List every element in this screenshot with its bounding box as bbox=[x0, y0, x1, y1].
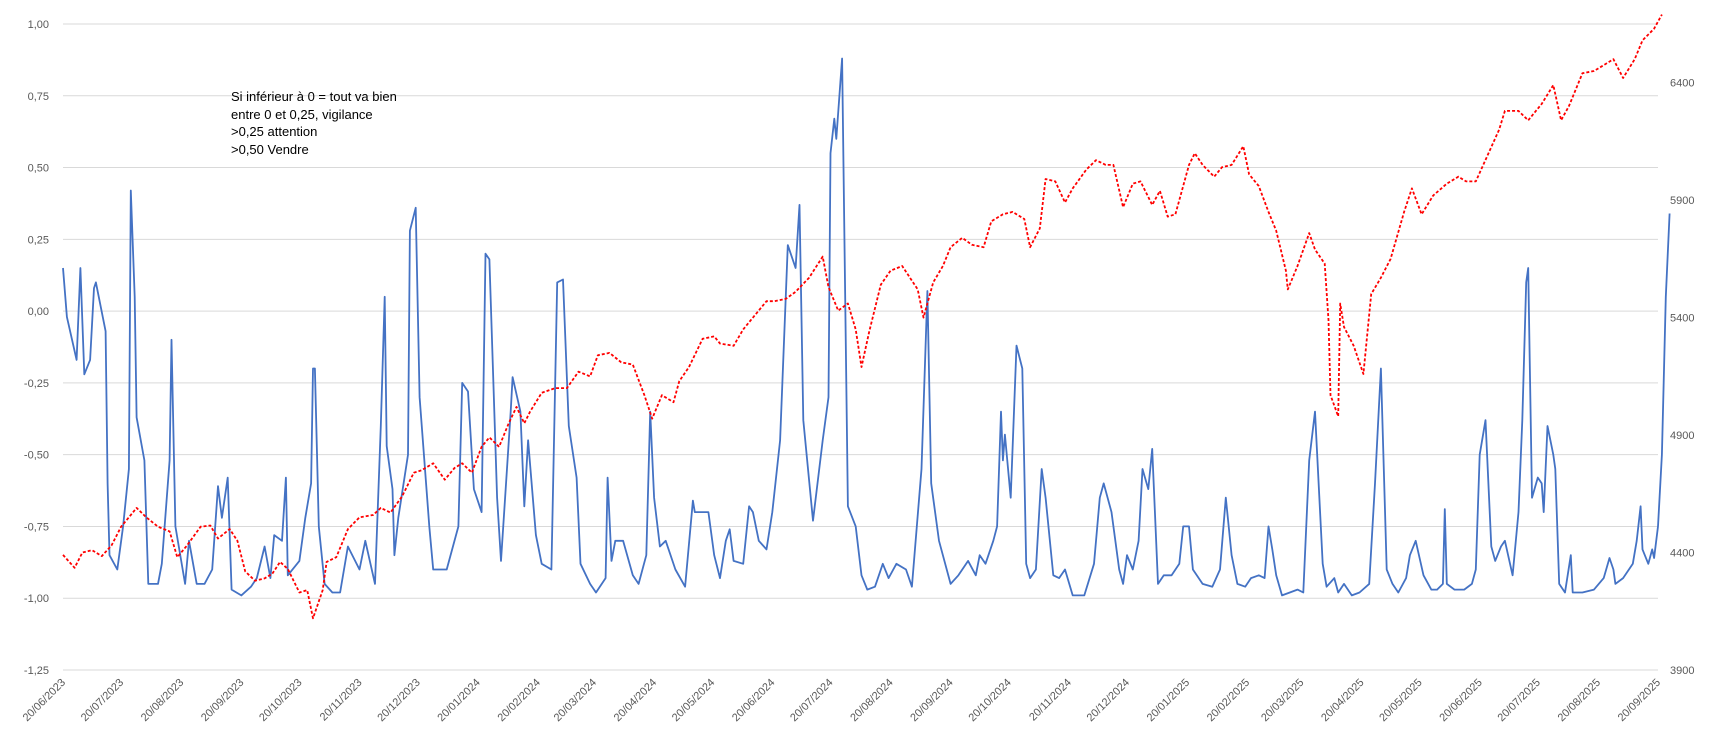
x-axis-tick-label: 20/11/2023 bbox=[318, 677, 365, 724]
left-axis-tick-label: 1,00 bbox=[28, 19, 49, 31]
x-axis-tick-label: 20/06/2025 bbox=[1437, 677, 1484, 724]
right-axis-tick-label: 4400 bbox=[1670, 548, 1694, 560]
index-series-line bbox=[62, 14, 1663, 620]
x-axis-tick-label: 20/01/2025 bbox=[1145, 677, 1192, 724]
annotation-line-3: >0,25 attention bbox=[231, 124, 318, 139]
chart-area[interactable]: 1,00 0,75 0,50 0,25 0,00 -0,25 -0,50 -0,75 -1,00… bbox=[11, 11, 1710, 744]
left-axis-tick-label: 0,75 bbox=[28, 91, 49, 103]
x-axis-tick-label: 20/03/2024 bbox=[552, 677, 599, 724]
left-axis-tick-label: -1,25 bbox=[24, 665, 49, 677]
left-y-axis: 1,00 0,75 0,50 0,25 0,00 -0,25 -0,50 -0,75 -1,00… bbox=[24, 19, 49, 677]
annotation-line-4: >0,50 Vendre bbox=[231, 141, 309, 157]
x-axis-tick-label: 20/04/2025 bbox=[1319, 677, 1366, 724]
x-axis-tick-label: 20/06/2023 bbox=[21, 677, 68, 724]
left-axis-tick-label: -0,50 bbox=[24, 450, 49, 462]
x-axis-tick-label: 20/06/2024 bbox=[730, 677, 777, 724]
x-axis-tick-label: 20/11/2024 bbox=[1027, 677, 1074, 724]
x-axis-tick-label: 20/12/2023 bbox=[375, 677, 422, 724]
x-axis-tick-label: 20/10/2024 bbox=[966, 677, 1013, 724]
right-axis-tick-label: 4900 bbox=[1670, 430, 1694, 442]
left-axis-tick-label: -0,75 bbox=[24, 521, 49, 533]
annotation-text: Si inférieur à 0 = tout va bien entre 0 … bbox=[231, 88, 397, 158]
left-axis-tick-label: -1,00 bbox=[24, 593, 49, 605]
right-axis-tick-label: 6400 bbox=[1670, 78, 1694, 90]
indicator-series-line bbox=[62, 57, 1671, 597]
x-axis: 20/06/2023 20/07/2023 20/08/2023 20/09/2023… bbox=[21, 677, 1663, 724]
x-axis-tick-label: 20/07/2024 bbox=[788, 677, 835, 724]
right-axis-tick-label: 5400 bbox=[1670, 313, 1694, 325]
x-axis-tick-label: 20/07/2023 bbox=[79, 677, 126, 724]
x-axis-tick-label: 20/10/2023 bbox=[257, 677, 304, 724]
x-axis-tick-label: 20/05/2025 bbox=[1377, 677, 1424, 724]
right-y-axis: 3900 4400 4900 5400 5900 6400 bbox=[1670, 78, 1694, 677]
annotation-line-1: Si inférieur à 0 = tout va bien bbox=[231, 89, 397, 104]
x-axis-tick-label: 20/04/2024 bbox=[612, 677, 659, 724]
left-axis-tick-label: 0,25 bbox=[28, 234, 49, 246]
x-axis-tick-label: 20/09/2025 bbox=[1616, 677, 1663, 724]
x-axis-tick-label: 20/08/2025 bbox=[1556, 677, 1603, 724]
x-axis-tick-label: 20/03/2025 bbox=[1259, 677, 1306, 724]
series-layer bbox=[62, 14, 1671, 620]
left-axis-tick-label: -0,25 bbox=[24, 378, 49, 390]
annotation-line-2: entre 0 et 0,25, vigilance bbox=[231, 106, 373, 122]
x-axis-tick-label: 20/01/2024 bbox=[435, 677, 482, 724]
right-axis-tick-label: 3900 bbox=[1670, 665, 1694, 677]
x-axis-tick-label: 20/08/2024 bbox=[848, 677, 895, 724]
x-axis-tick-label: 20/05/2024 bbox=[670, 677, 717, 724]
dual-axis-line-chart: 1,00 0,75 0,50 0,25 0,00 -0,25 -0,50 -0,75 -1,00… bbox=[21, 14, 1694, 724]
x-axis-tick-label: 20/07/2025 bbox=[1496, 677, 1543, 724]
x-axis-tick-label: 20/02/2025 bbox=[1205, 677, 1252, 724]
gridlines bbox=[63, 23, 1658, 671]
right-axis-tick-label: 5900 bbox=[1670, 195, 1694, 207]
x-axis-tick-label: 20/09/2023 bbox=[199, 677, 246, 724]
x-axis-tick-label: 20/09/2024 bbox=[908, 677, 955, 724]
x-axis-tick-label: 20/08/2023 bbox=[139, 677, 186, 724]
x-axis-tick-label: 20/12/2024 bbox=[1085, 677, 1132, 724]
x-axis-tick-label: 20/02/2024 bbox=[496, 677, 543, 724]
left-axis-tick-label: 0,50 bbox=[28, 163, 49, 175]
left-axis-tick-label: 0,00 bbox=[28, 306, 49, 318]
